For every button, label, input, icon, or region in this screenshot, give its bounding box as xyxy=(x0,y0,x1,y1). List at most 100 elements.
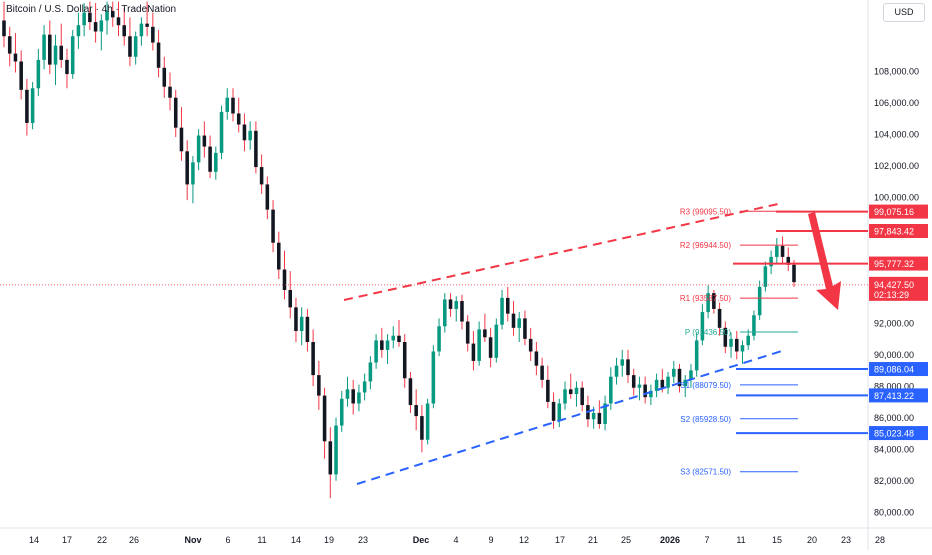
pivot-label: R3 (99095.50) xyxy=(680,207,731,216)
candle-body xyxy=(105,11,109,21)
candle xyxy=(42,25,46,70)
candle-body xyxy=(185,151,189,185)
candle-body xyxy=(500,297,504,325)
candle-body xyxy=(723,327,728,347)
candle xyxy=(139,17,144,46)
price-marker-tag xyxy=(869,362,928,377)
candle xyxy=(763,261,768,292)
candle-body xyxy=(511,313,516,328)
candle xyxy=(448,293,453,317)
currency-button[interactable]: USD xyxy=(883,3,925,22)
candle-body xyxy=(563,389,567,404)
candle-body xyxy=(42,34,46,60)
candle-body xyxy=(214,152,218,172)
x-tick-label: Dec xyxy=(413,535,430,545)
candle-body xyxy=(322,395,327,442)
x-tick-label: 22 xyxy=(97,535,107,545)
y-tick-label: 90,000.00 xyxy=(874,350,914,360)
y-tick-label: 106,000.00 xyxy=(874,98,919,108)
x-tick-label: 14 xyxy=(291,535,301,545)
y-tick-label: 82,000.00 xyxy=(874,476,914,486)
candle-body xyxy=(775,245,779,257)
time-axis: 14 17 22 26 Nov 6 11 14 19 23 Dec 4 9 12 17 21 25 2026 7 11… xyxy=(29,535,885,545)
candle-body xyxy=(488,337,493,358)
candle-body xyxy=(477,329,481,361)
candle-body xyxy=(219,111,224,153)
candle-body xyxy=(757,286,762,316)
candle-body xyxy=(494,324,499,358)
candle xyxy=(374,334,378,369)
candle xyxy=(391,326,396,349)
candle xyxy=(500,290,504,330)
x-tick-label: 26 xyxy=(129,535,139,545)
candle xyxy=(242,113,247,152)
candle-body xyxy=(110,11,115,18)
candle-body xyxy=(277,242,281,270)
candle xyxy=(88,1,92,30)
candle xyxy=(505,286,510,322)
candle-body xyxy=(196,135,201,163)
candle xyxy=(116,1,121,37)
x-tick-label: 17 xyxy=(62,535,72,545)
candle xyxy=(568,373,573,399)
candle-body xyxy=(460,301,464,322)
candle-body xyxy=(305,316,310,343)
candle xyxy=(82,3,86,37)
candle xyxy=(225,88,230,120)
candle xyxy=(385,334,390,365)
x-tick-label: 20 xyxy=(807,535,817,545)
candle xyxy=(649,384,653,406)
candle-body xyxy=(620,359,625,366)
candle-body xyxy=(173,97,178,128)
candle xyxy=(76,12,81,49)
candle-body xyxy=(93,22,98,32)
candle-body xyxy=(254,130,258,168)
x-tick-label: 15 xyxy=(772,535,782,545)
price-marker-tag xyxy=(869,388,928,403)
price-marker-label: 95,777.32 xyxy=(874,259,914,269)
upper-trendline[interactable] xyxy=(343,203,779,301)
candle-body xyxy=(128,36,132,57)
current-price-label: 94,427.50 xyxy=(874,280,914,290)
candle-body xyxy=(156,42,161,68)
candle-body xyxy=(643,384,647,398)
candle-body xyxy=(179,127,184,152)
candle-body xyxy=(328,441,333,475)
candle xyxy=(305,308,310,352)
candle xyxy=(626,349,630,383)
candle xyxy=(345,376,350,407)
candle-body xyxy=(99,20,104,32)
candle-body xyxy=(626,359,630,376)
candle-body xyxy=(317,375,321,396)
candle-body xyxy=(236,113,241,125)
candle xyxy=(265,176,270,220)
candle-body xyxy=(162,67,167,87)
candle xyxy=(317,360,321,410)
candle xyxy=(729,332,733,358)
candle-body xyxy=(568,389,573,395)
candle xyxy=(48,20,52,75)
candle xyxy=(362,373,367,401)
candle-body xyxy=(437,326,441,352)
candle xyxy=(162,56,167,98)
candle xyxy=(477,321,481,366)
candle xyxy=(420,405,424,453)
candle xyxy=(689,364,693,388)
candle-body xyxy=(528,338,533,352)
candle xyxy=(603,395,607,431)
candle xyxy=(311,329,315,387)
candle xyxy=(706,285,710,319)
x-tick-label: 23 xyxy=(358,535,368,545)
pivot-label: R1 (93587.50) xyxy=(680,294,731,303)
candle-body xyxy=(133,36,138,57)
x-tick-label: 9 xyxy=(488,535,493,545)
candle-body xyxy=(792,264,796,283)
candle-body xyxy=(517,318,521,328)
candle-body xyxy=(683,379,688,387)
candle-body xyxy=(259,167,264,185)
candle-body xyxy=(242,124,247,141)
candle xyxy=(712,290,716,314)
